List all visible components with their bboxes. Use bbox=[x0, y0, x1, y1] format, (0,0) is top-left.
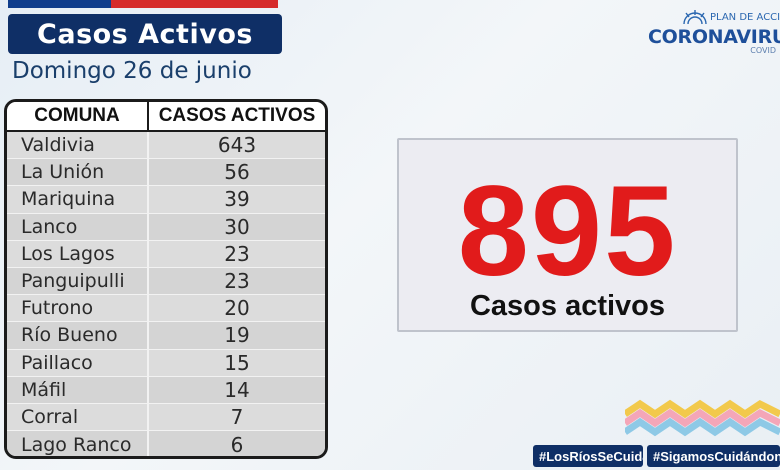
casos-cell: 30 bbox=[224, 214, 250, 239]
casos-cell: 23 bbox=[224, 241, 250, 266]
hashtag-los-rios: #LosRíosSeCuida bbox=[533, 445, 643, 467]
logo-plan-text: PLAN DE ACCIÓ bbox=[710, 12, 780, 23]
casos-cell: 23 bbox=[224, 269, 250, 294]
table-row: Paillaco 15 bbox=[7, 349, 325, 377]
comuna-cell: Paillaco bbox=[7, 349, 149, 376]
sun-rays-icon bbox=[683, 10, 707, 24]
comuna-cell: Futrono bbox=[7, 295, 149, 322]
comuna-cell: Mariquina bbox=[7, 186, 149, 213]
decorative-waves-icon bbox=[625, 399, 780, 437]
report-date: Domingo 26 de junio bbox=[12, 58, 252, 84]
table-row: Río Bueno 19 bbox=[7, 322, 325, 350]
flag-stripe-red bbox=[110, 0, 278, 8]
comuna-cell: Máfil bbox=[7, 376, 149, 403]
logo-coronavirus-text: CORONAVIRU bbox=[648, 26, 780, 48]
table-row: Lago Ranco 6 bbox=[7, 431, 325, 457]
casos-cell: 39 bbox=[224, 187, 250, 212]
comuna-cell: Río Bueno bbox=[7, 322, 149, 349]
comuna-cell: Valdivia bbox=[7, 132, 149, 159]
table-body: Valdivia 643 La Unión 56 Mariquina 39 Lanco… bbox=[7, 132, 325, 457]
total-cases-card: 895 Casos activos bbox=[397, 138, 738, 332]
comuna-cell: Corral bbox=[7, 403, 149, 431]
table-row: Lanco 30 bbox=[7, 213, 325, 241]
title-banner: Casos Activos bbox=[8, 14, 282, 54]
comuna-cell: Los Lagos bbox=[7, 240, 149, 267]
hashtag-sigamos: #SigamosCuidándon bbox=[647, 445, 780, 467]
table-row: Corral 7 bbox=[7, 403, 325, 432]
casos-cell: 19 bbox=[224, 323, 250, 348]
page-title: Casos Activos bbox=[37, 18, 253, 50]
comuna-cell: Lanco bbox=[7, 213, 149, 240]
table-row: Valdivia 643 bbox=[7, 132, 325, 160]
flag-stripe-blue bbox=[8, 0, 111, 8]
comuna-cell: Lago Ranco bbox=[7, 431, 149, 456]
table-row: La Unión 56 bbox=[7, 159, 325, 187]
logo-covid-text: COVID bbox=[750, 46, 776, 55]
total-cases-value: 895 bbox=[457, 160, 678, 303]
table-row: Futrono 20 bbox=[7, 295, 325, 323]
header-comuna: COMUNA bbox=[7, 102, 149, 130]
total-cases-label: Casos activos bbox=[469, 290, 666, 322]
comuna-cell: La Unión bbox=[7, 159, 149, 186]
casos-cell: 7 bbox=[230, 404, 244, 429]
table-row: Panguipulli 23 bbox=[7, 267, 325, 296]
header-casos: CASOS ACTIVOS bbox=[158, 105, 316, 126]
flag-stripe bbox=[8, 0, 278, 8]
casos-cell: 643 bbox=[217, 133, 257, 158]
table-row: Mariquina 39 bbox=[7, 186, 325, 214]
casos-cell: 56 bbox=[224, 160, 250, 185]
plan-coronavirus-logo: PLAN DE ACCIÓ CORONAVIRU COVID bbox=[640, 6, 780, 56]
cases-table: COMUNA CASOS ACTIVOS Valdivia 643 La Unió… bbox=[4, 99, 328, 459]
comuna-cell: Panguipulli bbox=[7, 267, 149, 295]
casos-cell: 14 bbox=[224, 377, 250, 402]
casos-cell: 20 bbox=[224, 296, 250, 321]
table-row: Máfil 14 bbox=[7, 376, 325, 404]
table-row: Los Lagos 23 bbox=[7, 240, 325, 268]
casos-cell: 6 bbox=[230, 432, 244, 457]
table-header: COMUNA CASOS ACTIVOS bbox=[7, 102, 325, 132]
casos-cell: 15 bbox=[224, 350, 250, 375]
